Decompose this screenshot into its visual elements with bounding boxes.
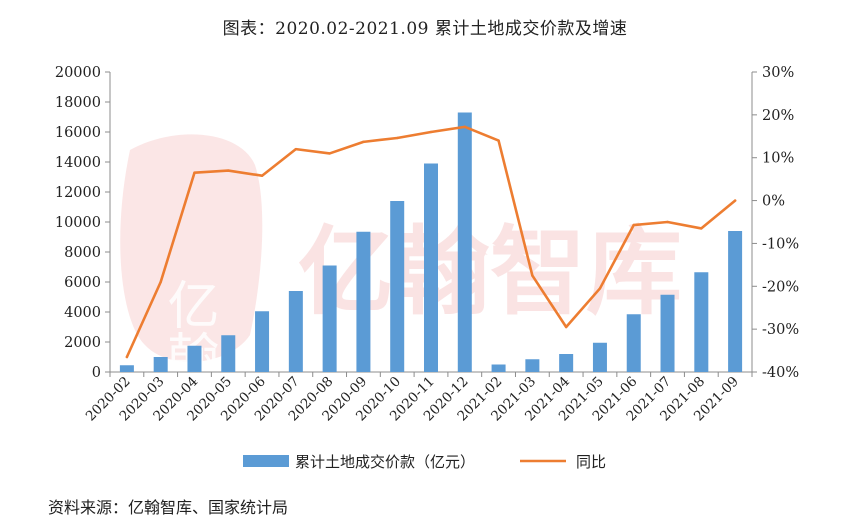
y-left-tick-label: 2000 [64,335,101,351]
line-point [362,140,365,144]
line-point [632,223,635,227]
y-left-tick-label: 10000 [55,215,101,231]
line-point [125,355,129,359]
line-point [260,174,264,177]
legend-bar-swatch [243,455,289,467]
y-right-tick-label: -30% [762,322,799,338]
y-right-tick-label: 0% [762,194,785,210]
bar [390,201,405,372]
line-point [193,171,196,174]
bar [153,357,168,372]
y-left-tick-label: 20000 [55,65,101,81]
bar [457,112,472,372]
bar-series [119,112,743,372]
line-point [598,287,602,290]
y-left-tick-label: 12000 [55,185,101,201]
y-left-tick-label: 14000 [55,155,101,171]
y-left-tick-label: 8000 [64,245,101,261]
bar [525,359,540,372]
line-point [733,199,737,202]
line-point [497,139,500,142]
y-left-tick-label: 0 [92,365,101,381]
bar [221,335,236,372]
line-point [294,147,298,151]
source-note: 资料来源：亿翰智库、国家统计局 [48,498,289,517]
chart-title: 图表：2020.02-2021.09 累计土地成交价款及增速 [222,19,628,39]
bar [322,265,337,372]
y-right-tick-label: -10% [762,236,799,252]
line-point [666,220,669,224]
bar [660,294,675,372]
line-point [531,274,534,277]
bar [728,231,743,372]
line-point [159,280,162,284]
y-right-tick-label: 20% [762,108,794,124]
line-series [125,125,737,359]
legend-bar-label: 累计土地成交价款（亿元） [295,453,475,471]
y-left-tick-label: 4000 [64,305,101,321]
y-left-tick-label: 6000 [64,275,101,291]
bar [119,365,134,372]
watermark-text: 亿翰智库 [298,215,682,328]
y-right-tick-label: 30% [762,65,794,81]
line-point [396,136,399,140]
y-right-tick-label: -20% [762,279,799,295]
line-point [429,130,433,134]
bar [491,364,506,372]
line-point [227,169,230,172]
line-point [463,125,466,129]
bar [559,354,574,372]
legend: 累计土地成交价款（亿元） 同比 [243,453,606,471]
bar [626,314,641,372]
y-right-tick-label: 10% [762,151,794,167]
y-right-tick-label: -40% [762,365,799,381]
bar [356,231,371,372]
legend-line-label: 同比 [576,453,606,471]
y-left-tick-label: 18000 [55,95,101,111]
y-left-tick-label: 16000 [55,125,101,141]
bar [187,345,202,372]
bar [592,342,607,372]
line-point [328,152,331,155]
line-point [564,325,568,329]
bar [424,163,438,372]
line-point [700,227,703,230]
bar [255,311,270,372]
bar [288,291,303,372]
bar [694,272,709,372]
watermark-logo-shape [120,134,263,362]
